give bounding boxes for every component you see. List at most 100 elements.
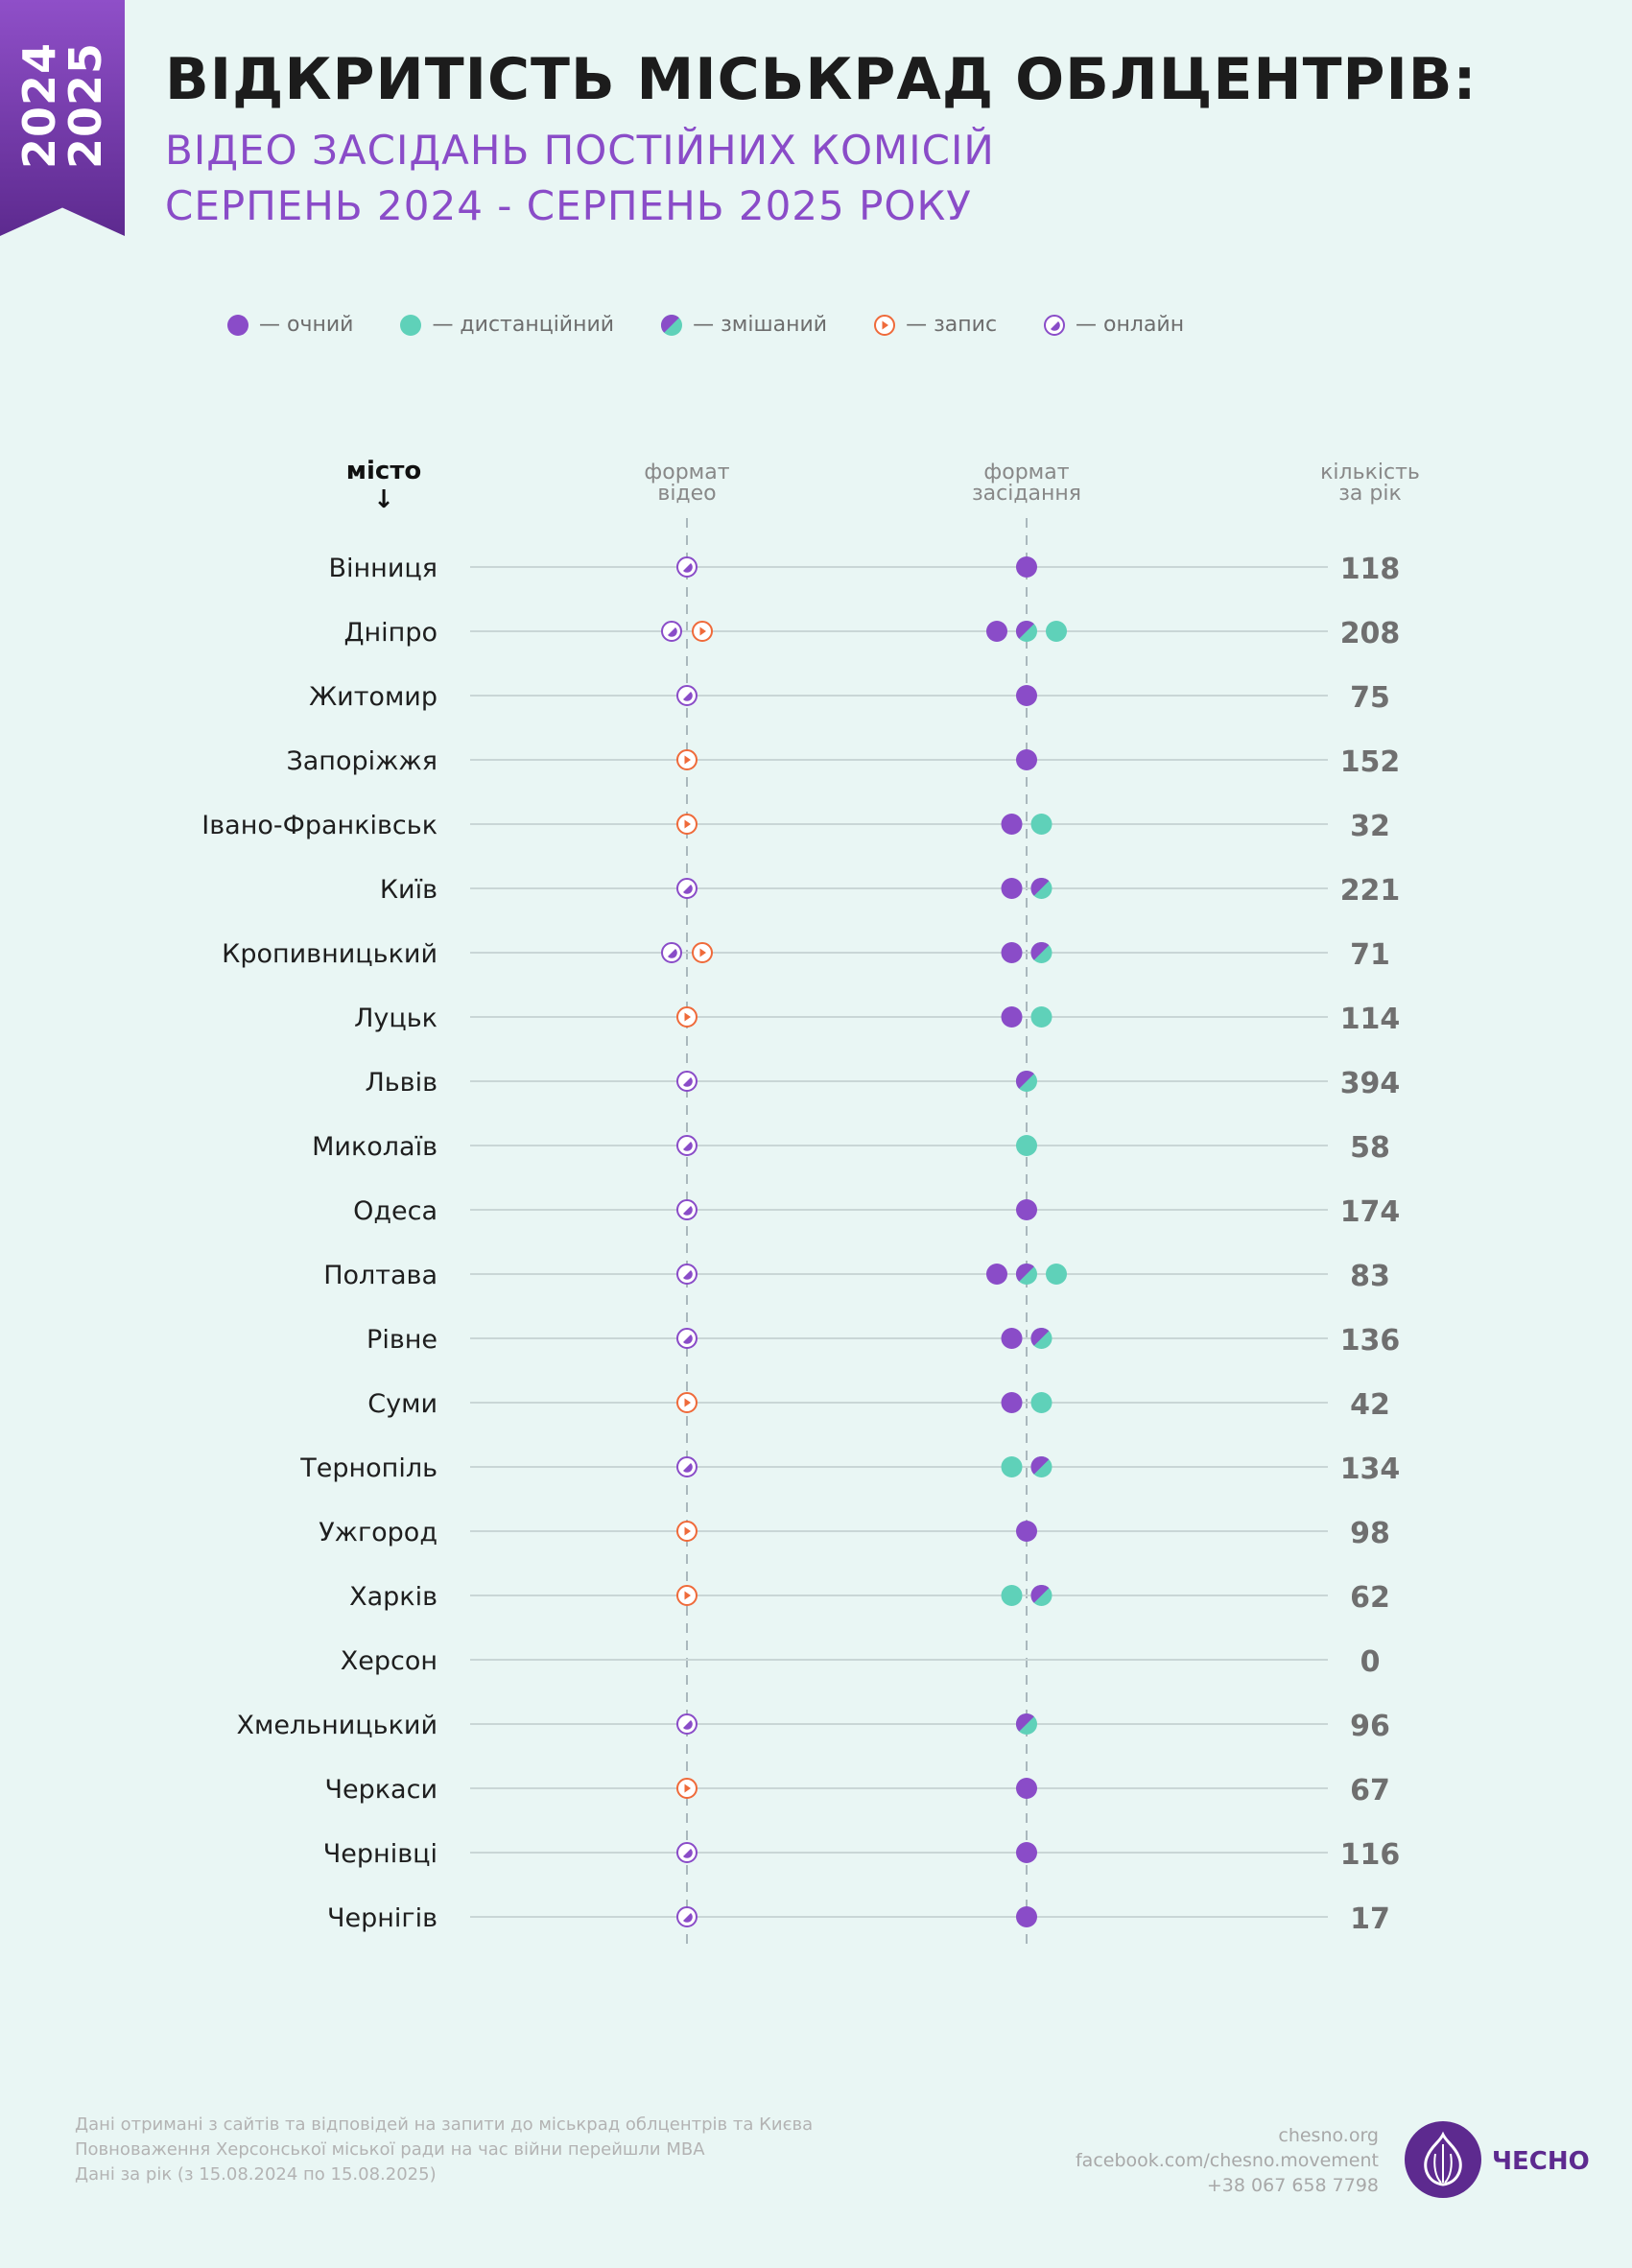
table-row: Ужгород 98 — [319, 1517, 1390, 1550]
footer-site-link[interactable]: chesno.org — [1278, 2125, 1379, 2146]
count-label: 116 — [1340, 1838, 1401, 1872]
in-person-dot — [1001, 1328, 1023, 1349]
footer-phone: +38 067 658 7798 — [1206, 2175, 1379, 2196]
city-label: Рівне — [367, 1325, 438, 1355]
live-stream-icon — [676, 1135, 698, 1156]
garlic-icon — [1424, 2131, 1462, 2186]
remote-dot — [1046, 621, 1067, 642]
legend-item-ochnyi: — очний — [226, 313, 353, 337]
table-row: Херсон 0 — [341, 1645, 1381, 1679]
city-label: Івано-Франківськ — [201, 811, 438, 840]
live-stream-icon — [1044, 314, 1066, 336]
in-person-dot-icon — [227, 314, 248, 336]
page-subtitle-1: ВІДЕО ЗАСІДАНЬ ПОСТІЙНИХ КОМІСІЙ — [165, 127, 995, 174]
mixed-dot — [1015, 1263, 1037, 1285]
table-row: Вінниця 118 — [329, 553, 1401, 586]
mixed-dot-icon — [661, 314, 683, 336]
recording-icon — [874, 314, 896, 336]
city-column-header: місто ↓ — [346, 457, 422, 514]
table-row: Суми 42 — [367, 1388, 1390, 1422]
recording-icon — [676, 1392, 698, 1413]
recording-icon — [692, 621, 713, 642]
count-label: 67 — [1350, 1774, 1390, 1807]
page-subtitle-2: СЕРПЕНЬ 2024 - СЕРПЕНЬ 2025 РОКУ — [165, 182, 972, 229]
count-label: 118 — [1340, 553, 1401, 586]
mixed-dot — [1030, 941, 1053, 963]
video-format-column-header: формат відео — [644, 462, 729, 505]
live-stream-icon — [676, 1906, 698, 1927]
recording-icon — [676, 1006, 698, 1028]
in-person-dot — [1016, 685, 1037, 706]
count-label: 62 — [1350, 1581, 1390, 1615]
remote-dot — [1030, 814, 1053, 835]
count-label: 174 — [1340, 1195, 1401, 1229]
in-person-dot — [1016, 1842, 1037, 1863]
count-label: 75 — [1350, 681, 1390, 715]
table-row: Київ 221 — [380, 874, 1400, 908]
remote-dot — [1046, 1264, 1067, 1285]
live-stream-icon — [661, 621, 682, 642]
footer-notes: Дані отримані з сайтів та відповідей на … — [75, 2113, 813, 2187]
video-format-header-line-1: формат — [644, 461, 730, 484]
count-label: 134 — [1340, 1453, 1401, 1486]
chesno-logo-icon — [1405, 2121, 1481, 2198]
recording-icon — [676, 1585, 698, 1606]
live-stream-icon — [676, 878, 698, 899]
city-label: Київ — [380, 875, 438, 905]
city-label: Херсон — [341, 1646, 438, 1676]
in-person-dot — [1001, 1392, 1023, 1413]
legend-item-dystantsiinyi: — дистанційний — [399, 313, 614, 337]
logo-text: ЧЕСНО — [1492, 2147, 1590, 2176]
table-row: Одеса 174 — [353, 1195, 1400, 1229]
table-row: Тернопіль 134 — [299, 1453, 1400, 1486]
meeting-format-column-header: формат засідання — [972, 462, 1081, 505]
mixed-dot — [1015, 620, 1037, 642]
legend-label-onlain: — онлайн — [1076, 313, 1185, 337]
live-stream-icon — [676, 1199, 698, 1220]
city-label: Суми — [367, 1389, 438, 1419]
city-label: Миколаїв — [312, 1132, 438, 1162]
legend-item-zmishanyi: — змішаний — [660, 313, 827, 337]
year-badge: 2024 2025 — [0, 0, 125, 236]
table-row: Дніпро 208 — [343, 617, 1400, 650]
count-label: 0 — [1360, 1645, 1381, 1679]
recording-icon — [692, 942, 713, 963]
meeting-format-header-line-2: засідання — [971, 482, 1082, 506]
legend-item-zapys: — запис — [873, 313, 997, 337]
city-label: Запоріжжя — [286, 746, 438, 776]
meeting-format-header-line-1: формат — [983, 461, 1070, 484]
in-person-dot — [1016, 1906, 1037, 1927]
live-stream-icon — [676, 1456, 698, 1477]
count-label: 42 — [1350, 1388, 1390, 1422]
city-format-chart: Вінниця 118 Дніпро 208 Житомир 75 Запоріжжя 152… — [201, 518, 1401, 1946]
table-row: Львів 394 — [365, 1067, 1400, 1100]
table-row: Житомир 75 — [309, 681, 1390, 715]
footer-note-period: Дані за рік (з 15.08.2024 по 15.08.2025) — [75, 2164, 437, 2185]
footer-facebook-link[interactable]: facebook.com/chesno.movement — [1075, 2150, 1379, 2171]
count-label: 58 — [1350, 1131, 1390, 1165]
recording-icon — [676, 1521, 698, 1542]
table-row: Запоріжжя 152 — [286, 745, 1400, 779]
live-stream-icon — [676, 1328, 698, 1349]
legend-label-zmishanyi: — змішаний — [693, 313, 828, 337]
live-stream-icon — [676, 1842, 698, 1863]
live-stream-icon — [676, 1071, 698, 1092]
footer-note-sources: Дані отримані з сайтів та відповідей на … — [75, 2114, 814, 2135]
in-person-dot — [1016, 556, 1037, 578]
recording-icon — [676, 814, 698, 835]
table-row: Івано-Франківськ 32 — [201, 810, 1390, 843]
table-row: Рівне 136 — [367, 1324, 1400, 1358]
table-row: Миколаїв 58 — [312, 1131, 1390, 1165]
city-label: Чернігів — [327, 1903, 438, 1933]
mixed-dot — [1015, 1713, 1037, 1735]
live-stream-icon — [676, 1713, 698, 1735]
count-label: 221 — [1340, 874, 1401, 908]
count-label: 17 — [1350, 1902, 1390, 1936]
count-label: 32 — [1350, 810, 1390, 843]
in-person-dot — [1016, 1778, 1037, 1799]
live-stream-icon — [676, 556, 698, 578]
mixed-dot — [1030, 1327, 1053, 1349]
recording-icon — [676, 749, 698, 770]
count-column-header: кількість за рік — [1320, 462, 1420, 505]
mixed-dot — [1015, 1070, 1037, 1092]
